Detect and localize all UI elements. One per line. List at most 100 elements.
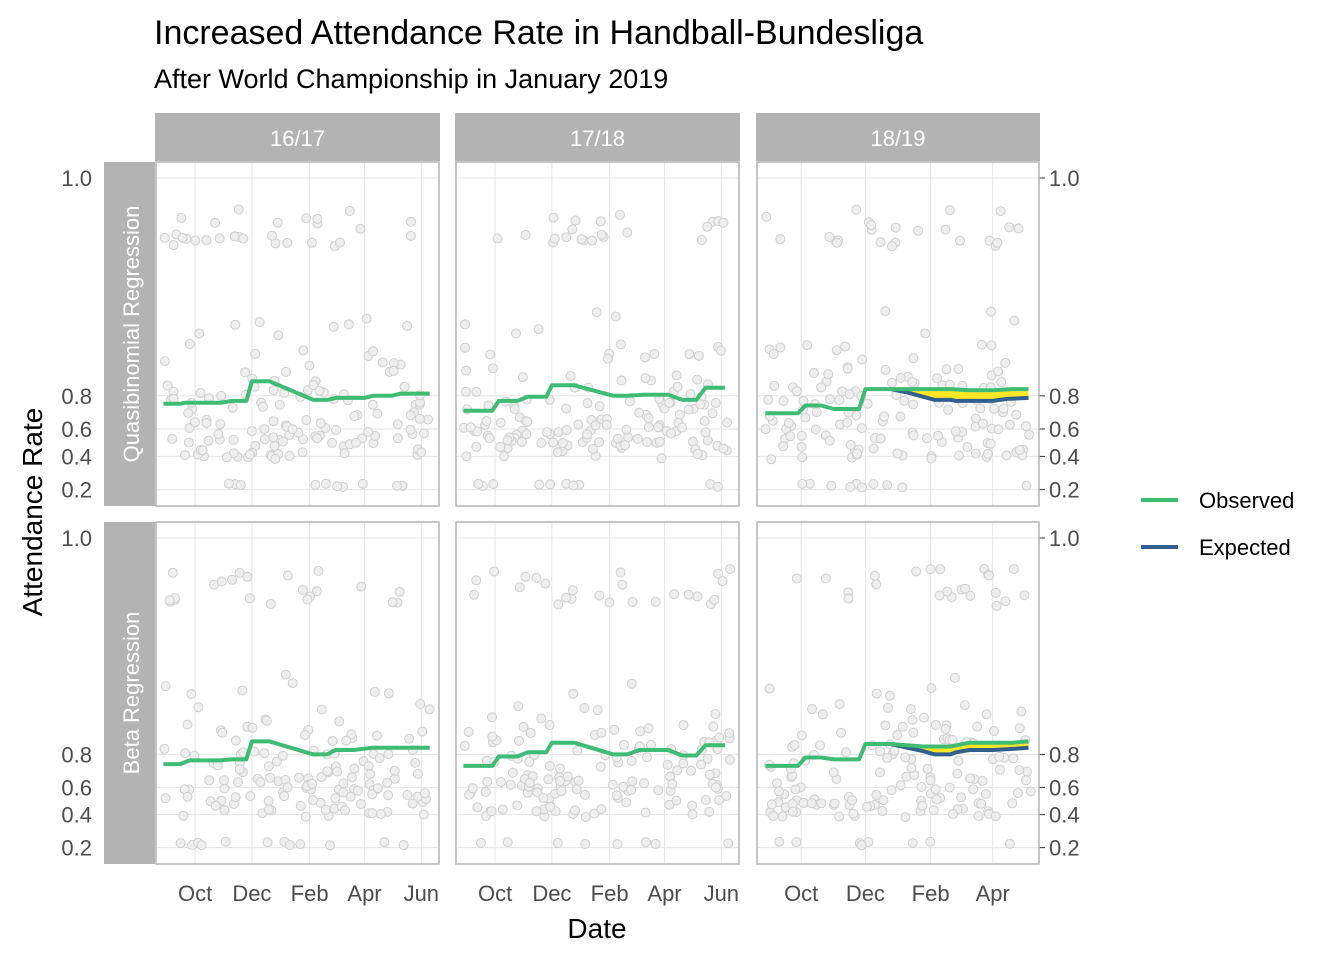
data-point <box>299 730 310 741</box>
data-point <box>367 789 378 800</box>
data-point <box>344 206 355 216</box>
data-point <box>230 319 241 330</box>
data-point <box>868 479 879 489</box>
row-strip-label-2: Beta Regression <box>119 612 144 775</box>
data-point <box>918 712 929 723</box>
data-point <box>1004 419 1015 430</box>
data-point <box>1007 798 1018 809</box>
data-point <box>671 795 682 806</box>
data-point <box>883 702 893 713</box>
data-point <box>175 838 186 849</box>
data-point <box>301 213 312 224</box>
data-point <box>866 220 877 231</box>
data-point <box>343 319 354 330</box>
data-point <box>840 341 850 352</box>
data-point <box>162 380 173 391</box>
data-point <box>692 374 703 385</box>
data-point <box>259 434 270 445</box>
x-axis-title: Date <box>567 913 626 944</box>
data-point <box>868 443 879 454</box>
x-tick-label: Dec <box>232 881 271 906</box>
data-point <box>402 790 413 800</box>
data-point <box>768 811 779 821</box>
data-point <box>620 440 631 451</box>
data-point <box>791 386 802 397</box>
data-point <box>335 237 345 248</box>
data-point <box>917 800 928 811</box>
data-point <box>532 787 543 798</box>
data-point <box>265 599 276 609</box>
expected-line <box>890 387 1029 403</box>
data-point <box>1008 564 1019 575</box>
data-point <box>215 419 226 430</box>
x-tick-label: Oct <box>478 881 512 906</box>
data-point <box>514 735 524 746</box>
data-point <box>383 749 394 760</box>
data-point <box>640 807 651 818</box>
panel-border <box>155 521 440 865</box>
data-point <box>521 429 532 440</box>
data-point <box>953 755 964 766</box>
data-point <box>672 765 683 776</box>
data-point <box>233 204 244 215</box>
data-point <box>190 417 200 428</box>
data-point <box>568 688 579 699</box>
data-point <box>643 422 654 433</box>
data-point <box>595 216 606 227</box>
data-point <box>612 433 623 444</box>
data-point <box>531 572 542 583</box>
data-point <box>587 443 598 454</box>
data-point <box>880 720 891 731</box>
data-point <box>320 804 331 815</box>
data-point <box>463 726 474 737</box>
data-point <box>392 419 403 430</box>
data-point <box>843 593 854 604</box>
data-point <box>263 795 274 806</box>
data-point <box>791 837 802 848</box>
data-point <box>498 451 509 462</box>
data-point <box>201 418 212 428</box>
data-point <box>355 223 366 234</box>
data-point <box>1000 357 1011 368</box>
data-point <box>1019 590 1030 601</box>
data-point <box>392 480 402 491</box>
data-point <box>183 408 194 419</box>
y-tick-label-right: 0.6 <box>1049 775 1080 800</box>
data-point <box>561 232 572 243</box>
data-point <box>968 784 979 795</box>
data-point <box>617 579 628 590</box>
data-point <box>394 586 405 597</box>
data-point <box>986 340 997 351</box>
data-point <box>582 429 593 440</box>
data-point <box>656 453 667 464</box>
x-tick-label: Jun <box>404 881 439 906</box>
data-point <box>465 422 476 433</box>
data-point <box>981 709 992 720</box>
data-point <box>954 450 964 461</box>
data-point <box>467 783 478 794</box>
data-point <box>237 685 248 696</box>
data-point <box>568 480 579 491</box>
data-point <box>610 311 621 322</box>
data-point <box>1021 480 1032 491</box>
data-point <box>976 798 987 809</box>
data-point <box>842 363 853 374</box>
data-point <box>184 339 195 349</box>
data-point <box>973 811 984 821</box>
y-tick-label-left: 0.2 <box>61 836 92 861</box>
data-point <box>402 320 413 331</box>
data-point <box>1014 444 1025 455</box>
data-point <box>666 428 676 439</box>
data-point <box>941 364 952 375</box>
data-point <box>828 767 839 778</box>
data-point <box>496 777 506 787</box>
data-point <box>307 778 318 789</box>
data-point <box>761 211 772 222</box>
data-point <box>201 235 212 246</box>
data-point <box>989 726 999 736</box>
data-point <box>594 437 605 448</box>
data-point <box>556 786 567 797</box>
data-point <box>230 735 241 746</box>
data-point <box>595 761 606 772</box>
data-point <box>678 720 689 730</box>
